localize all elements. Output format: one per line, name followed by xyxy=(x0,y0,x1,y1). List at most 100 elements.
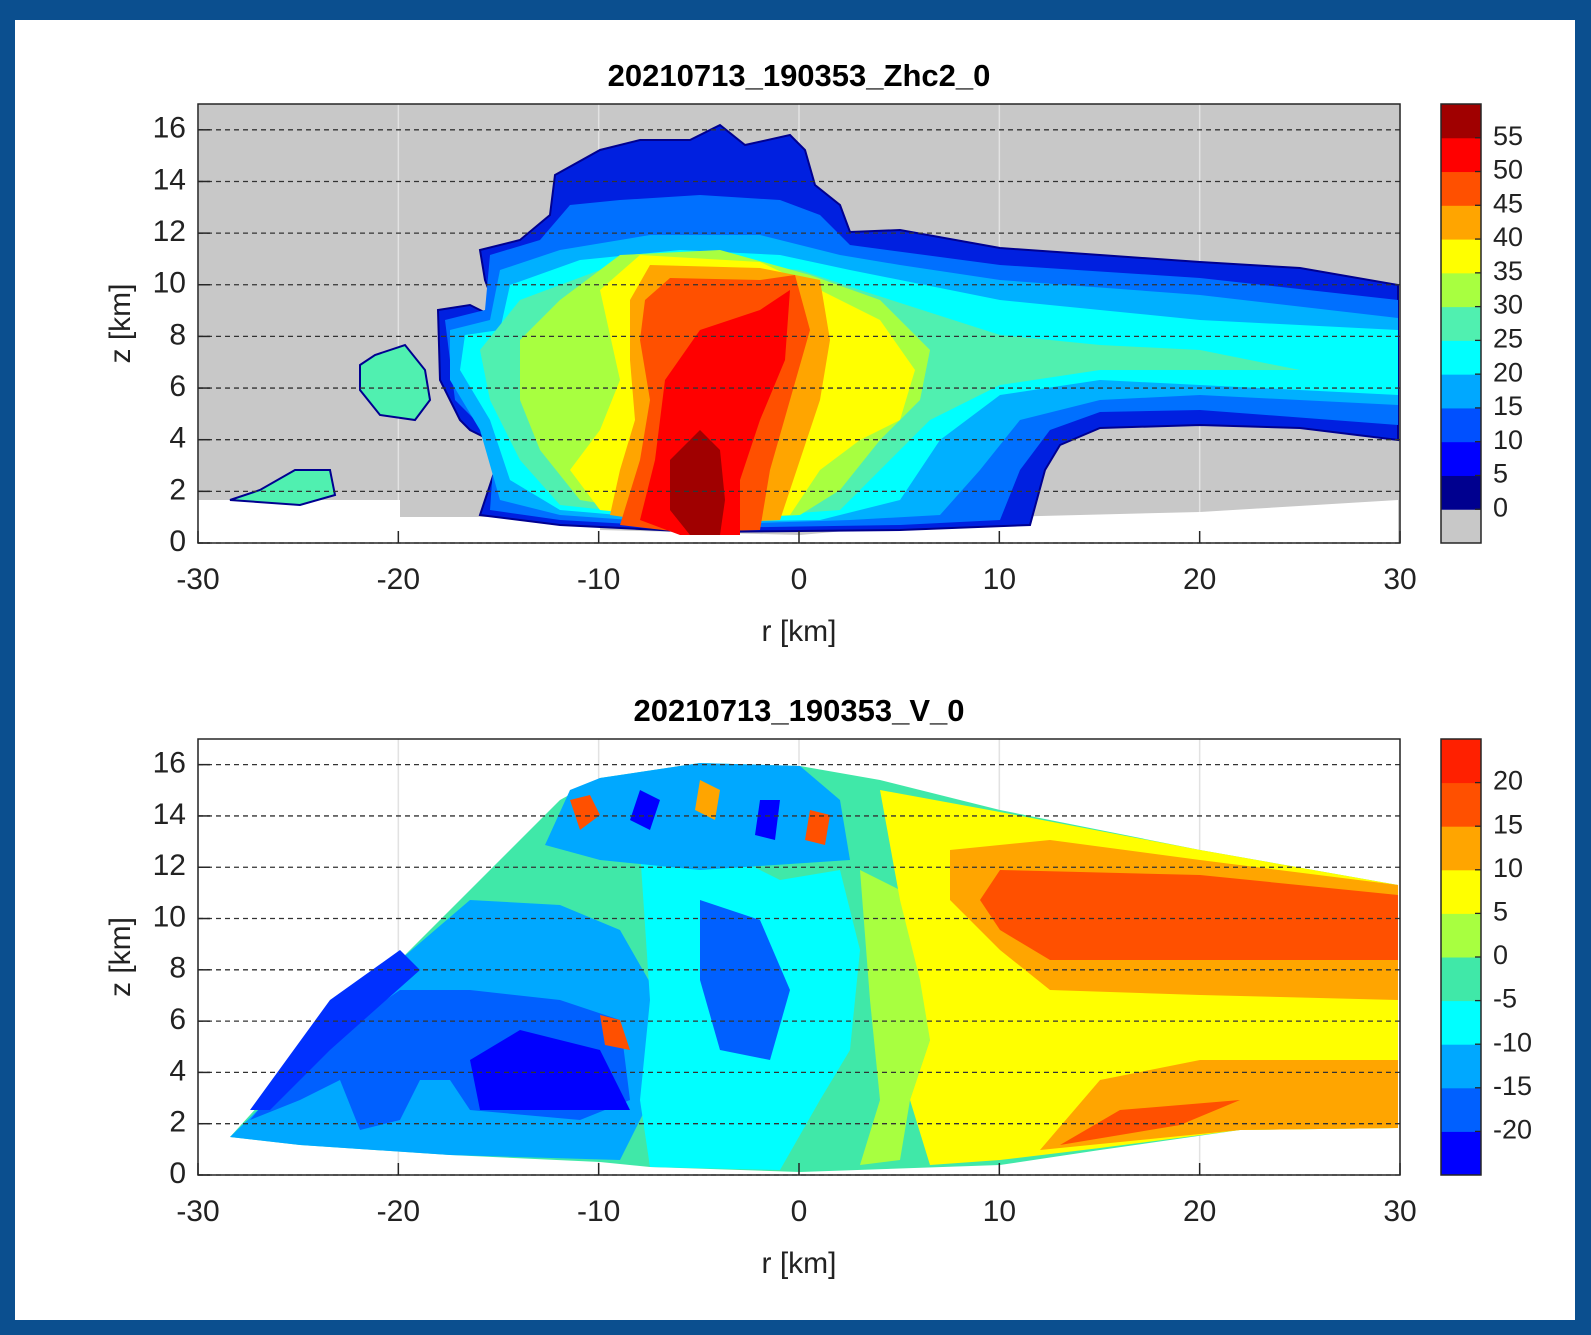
colorbar-tick-label: 50 xyxy=(1493,155,1523,185)
colorbar-segment xyxy=(1441,826,1481,871)
colorbar-tick-label: 20 xyxy=(1493,766,1523,796)
x-tick-label: -10 xyxy=(577,1195,620,1228)
y-tick-label: 16 xyxy=(153,747,186,780)
y-tick-label: 8 xyxy=(169,318,186,351)
contour xyxy=(250,950,420,1110)
colorbar-segment xyxy=(1441,782,1481,827)
contour xyxy=(700,900,790,1060)
colorbar-tick-label: 5 xyxy=(1493,897,1508,927)
chart-title: 20210713_190353_V_0 xyxy=(633,693,964,728)
reflectivity-field xyxy=(198,123,1399,543)
colorbar-tick-label: 40 xyxy=(1493,222,1523,252)
colorbar-tick-label: -10 xyxy=(1493,1027,1532,1057)
colorbar-tick-label: -15 xyxy=(1493,1071,1532,1101)
colorbar-tick-label: 20 xyxy=(1493,357,1523,387)
colorbar-segment xyxy=(1441,374,1481,409)
x-axis-label: r [km] xyxy=(762,615,837,648)
colorbar-segment xyxy=(1441,441,1481,476)
contour xyxy=(229,469,337,507)
y-axis-label: z [km] xyxy=(104,284,137,364)
y-tick-label: 4 xyxy=(169,1054,186,1087)
y-tick-label: 6 xyxy=(169,370,186,403)
axes-overlay: -30 -20 -10 0 10 20 30 0 2 4 6 8 10 12 14 16 20210713_19… xyxy=(104,693,1532,1280)
colorbar-box xyxy=(1440,103,1482,544)
colorbar-segment xyxy=(1441,509,1481,544)
colorbar-segment xyxy=(1441,137,1481,173)
y-tick-label: 4 xyxy=(169,422,186,455)
x-tick-label: 0 xyxy=(791,1195,808,1228)
colorbar-segment xyxy=(1441,957,1481,1002)
colorbar-segment xyxy=(1441,1000,1481,1045)
colorbar-tick-label: 55 xyxy=(1493,121,1523,151)
contour xyxy=(980,870,1398,960)
x-tick-label: -30 xyxy=(176,563,219,596)
y-tick-label: 10 xyxy=(153,900,186,933)
y-tick-label: 0 xyxy=(169,1157,186,1190)
velocity-field xyxy=(230,763,1398,1172)
y-tick-label: 2 xyxy=(169,473,186,506)
y-tick-label: 6 xyxy=(169,1003,186,1036)
x-tick-label: -20 xyxy=(377,1195,420,1228)
y-tick-label: 12 xyxy=(153,849,186,882)
x-tick-label: 10 xyxy=(983,563,1016,596)
contour xyxy=(570,795,600,830)
contour xyxy=(755,800,780,840)
colorbar-tick-label: 15 xyxy=(1493,809,1523,839)
x-axis-label: r [km] xyxy=(762,1247,837,1280)
y-axis-label: z [km] xyxy=(104,917,137,997)
ground-mask xyxy=(198,500,1398,543)
colorbar-tick-label: 0 xyxy=(1493,492,1508,522)
colorbar-segment xyxy=(1441,1131,1481,1176)
colorbar-segment xyxy=(1441,475,1481,510)
colorbar-tick-label: -5 xyxy=(1493,984,1517,1014)
chart-title: 20210713_190353_Zhc2_0 xyxy=(608,58,991,93)
y-tick-label: 14 xyxy=(153,798,186,831)
contour xyxy=(470,1030,630,1110)
colorbar-tick-label: 0 xyxy=(1493,940,1508,970)
contour xyxy=(670,430,725,535)
colorbar-tick-label: 45 xyxy=(1493,188,1523,218)
colorbar-segment xyxy=(1441,407,1481,443)
colorbar-tick-label: 25 xyxy=(1493,324,1523,354)
x-tick-label: -30 xyxy=(176,1195,219,1228)
x-tick-label: 30 xyxy=(1383,1195,1416,1228)
axes-box xyxy=(197,738,1401,1176)
y-tick-label: 12 xyxy=(153,215,186,248)
x-tick-label: 30 xyxy=(1383,563,1416,596)
colorbar-segment xyxy=(1441,1087,1481,1132)
x-tick-label: 20 xyxy=(1183,563,1216,596)
x-tick-label: 20 xyxy=(1183,1195,1216,1228)
contour xyxy=(359,343,432,422)
y-tick-label: 16 xyxy=(153,112,186,145)
contour xyxy=(695,780,720,820)
y-tick-label: 10 xyxy=(153,267,186,300)
colorbar-segment xyxy=(1441,104,1481,139)
colorbar-tick-label: 5 xyxy=(1493,459,1508,489)
colorbar-segment xyxy=(1441,306,1481,341)
colorbar-tick-label: 10 xyxy=(1493,853,1523,883)
axes-box xyxy=(197,103,1401,544)
colorbar-segment xyxy=(1441,913,1481,958)
colorbar-tick-label: 10 xyxy=(1493,425,1523,455)
contour xyxy=(1060,1100,1240,1145)
y-tick-label: 0 xyxy=(169,525,186,558)
colorbar-segment xyxy=(1441,869,1481,914)
y-tick-label: 2 xyxy=(169,1106,186,1139)
x-tick-label: 10 xyxy=(983,1195,1016,1228)
colorbar-segment xyxy=(1441,272,1481,308)
contour xyxy=(600,1015,630,1050)
colorbar-tick-label: -20 xyxy=(1493,1115,1532,1145)
colorbar-segment xyxy=(1441,239,1481,274)
x-tick-label: -20 xyxy=(377,563,420,596)
x-tick-label: 0 xyxy=(791,563,808,596)
colorbar-segment xyxy=(1441,171,1481,206)
colorbar-tick-label: 15 xyxy=(1493,391,1523,421)
colorbar-tick-label: 35 xyxy=(1493,256,1523,286)
y-tick-label: 8 xyxy=(169,952,186,985)
x-tick-label: -10 xyxy=(577,563,620,596)
contour xyxy=(630,790,660,830)
colorbar-segment xyxy=(1441,739,1481,784)
colorbar-tick-label: 30 xyxy=(1493,290,1523,320)
colorbar-segment xyxy=(1441,1044,1481,1089)
